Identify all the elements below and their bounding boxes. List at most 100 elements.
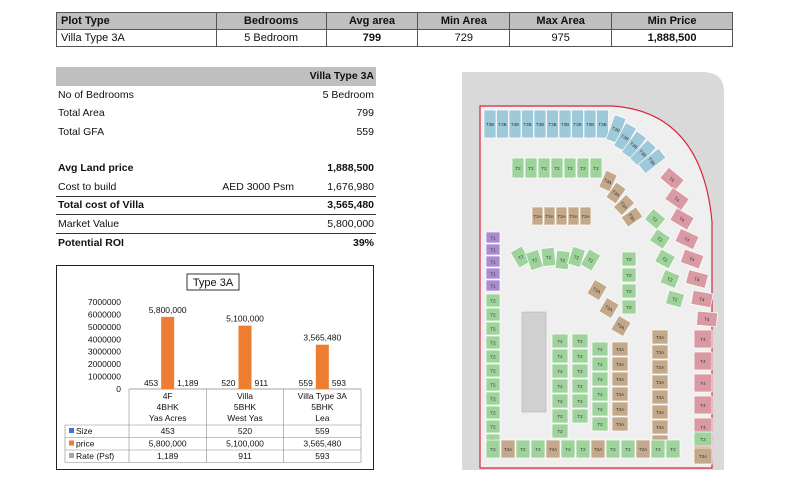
calc-value: 5 Bedroom (322, 88, 374, 101)
plot-shape (546, 109, 559, 139)
data-table-cell: 593 (315, 451, 329, 461)
comparison-chart: Type 3A 0 1000000 2000000 3000000 4000000 5000… (56, 265, 374, 470)
plot-label: T2 (593, 166, 599, 171)
plot-lot: T2 (591, 356, 609, 372)
summary-cell: 729 (417, 29, 511, 47)
plot-shape (524, 157, 538, 179)
plot-shape (575, 439, 591, 459)
plot-shape (591, 416, 609, 432)
plot-lot: T3A (611, 386, 629, 402)
data-table-cell: 911 (238, 451, 252, 461)
plot-label: T2 (666, 276, 673, 283)
plot-lot: T2 (485, 349, 501, 364)
plot-label: T3A (545, 214, 553, 219)
plot-label: T3A (619, 201, 628, 210)
calc-value: 559 (356, 125, 374, 138)
calc-value: 5,800,000 (296, 214, 376, 234)
plot-lot: T2 (643, 208, 667, 230)
size-data-label: 453 (144, 378, 158, 388)
plot-lot: T2 (579, 248, 602, 272)
plot-label: T3B (548, 122, 556, 127)
plot-label: T2 (597, 362, 603, 367)
calc-row: Market Value 5,800,000 (56, 214, 376, 234)
plot-label: T2 (490, 397, 496, 402)
plot-label: T3A (611, 189, 621, 198)
plot-lot: T2 (485, 439, 501, 459)
plot-label: T2 (597, 407, 603, 412)
plot-shape (551, 333, 569, 349)
plot-shape (674, 227, 700, 251)
plot-label: T2 (661, 256, 668, 263)
plot-label: T3B (586, 122, 594, 127)
plot-shape (567, 245, 586, 269)
plot-lot: T2 (525, 248, 544, 272)
plot-shape (637, 147, 667, 175)
plot-shape (596, 109, 609, 139)
plot-label: T1 (490, 260, 496, 265)
plot-label: T2 (546, 255, 552, 261)
plot-shape (533, 109, 547, 139)
plot-label: T3A (581, 214, 589, 219)
plot-shape (693, 431, 713, 447)
summary-header: Bedrooms (215, 12, 327, 30)
plot-shape (651, 419, 669, 435)
plot-label: T2 (577, 384, 583, 389)
plot-label: T3B (598, 122, 606, 127)
plot-lot: T2 (575, 439, 591, 459)
plot-lot: T3A (611, 416, 629, 432)
plot-lot: T3B (583, 109, 597, 139)
plot-label: T2 (490, 411, 496, 416)
plot-lot: T2 (485, 293, 501, 308)
plot-lot: T3A (651, 329, 669, 345)
plot-shape (693, 395, 713, 415)
summary-cell: 975 (509, 29, 613, 47)
plot-shape (651, 359, 669, 375)
calc-spacer (56, 141, 376, 159)
plot-shape (643, 208, 667, 230)
plot-lot: T3A (612, 193, 636, 217)
plot-shape (598, 169, 618, 193)
calc-label: No of Bedrooms (58, 88, 134, 101)
plot-shape (545, 439, 561, 459)
plot-shape (543, 206, 556, 226)
data-table-cell: 5,100,000 (226, 439, 264, 449)
plot-lot: T4 (669, 207, 695, 231)
plot-shape (659, 166, 685, 192)
plot-label: T2 (490, 425, 496, 430)
plot-shape (591, 356, 609, 372)
summary-cell: Villa Type 3A (56, 29, 217, 47)
price-bar (161, 316, 175, 389)
plot-label: T3B (573, 122, 581, 127)
plot-label: T2 (573, 254, 580, 261)
plot-shape (591, 371, 609, 387)
calc-value: 1,888,500 (327, 162, 374, 175)
plot-shape (664, 187, 690, 211)
plot-label: T3A (592, 286, 602, 294)
plot-shape (635, 439, 651, 459)
plot-lot: T3A (611, 401, 629, 417)
plot-label: T2 (577, 339, 583, 344)
plot-label: T2 (531, 257, 538, 264)
plot-shape (551, 408, 569, 424)
calc-row: Cost to build AED 3000 Psm 1,676,980 (56, 177, 376, 197)
plot-lot: T4 (679, 248, 705, 270)
plot-label: T2 (626, 305, 632, 310)
plot-shape (576, 157, 590, 179)
parking-area (521, 311, 547, 413)
plot-lot: T3A (579, 206, 592, 226)
plot-lot: T3A (598, 297, 620, 319)
plot-lot: T2 (589, 157, 603, 179)
plot-shape (485, 243, 501, 256)
plot-lot: T4 (693, 351, 713, 371)
plot-label: T2 (567, 166, 573, 171)
plot-lot: T3A (500, 439, 516, 459)
plot-shape (621, 299, 637, 315)
calc-row: Total GFA 559 (56, 123, 376, 142)
plot-lot: T3B (533, 109, 547, 139)
plot-label: T2 (515, 166, 521, 171)
plot-label: T2 (557, 399, 563, 404)
plot-shape (558, 109, 572, 139)
plot-shape (693, 351, 713, 371)
plot-lot: T4 (659, 166, 685, 192)
category-label: 4BHK (157, 402, 180, 412)
